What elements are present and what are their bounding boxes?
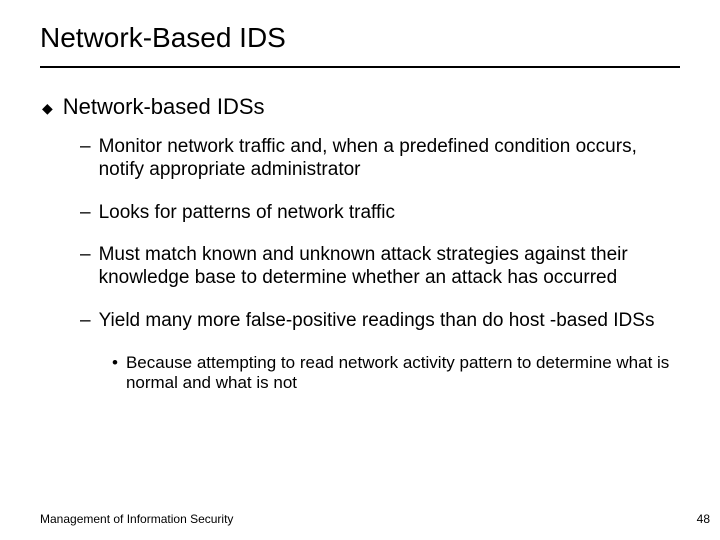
bullet-level2: – Yield many more false-positive reading… <box>80 310 680 333</box>
dash-icon: – <box>80 244 91 267</box>
sub3-text: Must match known and unknown attack stra… <box>99 244 680 290</box>
slide: Network-Based IDS ◆ Network-based IDSs –… <box>0 0 720 540</box>
sub2-text: Looks for patterns of network traffic <box>99 202 395 225</box>
dash-icon: – <box>80 202 91 225</box>
dot-icon: • <box>112 353 118 373</box>
dash-icon: – <box>80 136 91 159</box>
bullet-level2: – Looks for patterns of network traffic <box>80 202 680 225</box>
sub1-text: Monitor network traffic and, when a pred… <box>99 136 680 182</box>
page-number: 48 <box>697 512 710 526</box>
bullet1-text: Network-based IDSs <box>63 94 265 120</box>
bullet-level3: • Because attempting to read network act… <box>112 353 680 394</box>
dash-icon: – <box>80 310 91 333</box>
bullet-level1: ◆ Network-based IDSs <box>40 94 680 122</box>
subsub-text: Because attempting to read network activ… <box>126 353 680 394</box>
footer-text: Management of Information Security <box>40 512 233 526</box>
slide-title: Network-Based IDS <box>40 22 680 54</box>
bullet-level2: – Must match known and unknown attack st… <box>80 244 680 290</box>
bullet-level2: – Monitor network traffic and, when a pr… <box>80 136 680 182</box>
title-rule <box>40 66 680 68</box>
diamond-icon: ◆ <box>42 94 53 122</box>
sub4-text: Yield many more false-positive readings … <box>99 310 655 333</box>
